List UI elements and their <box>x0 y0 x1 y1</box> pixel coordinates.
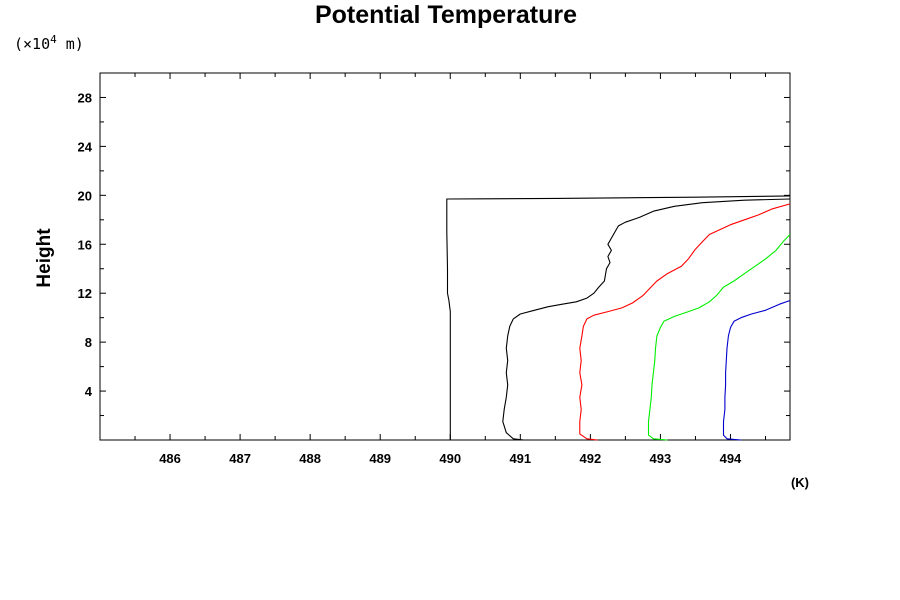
y-tick-label: 12 <box>78 286 92 301</box>
y-tick-label: 16 <box>78 237 92 252</box>
y-tick-label: 20 <box>78 188 92 203</box>
y-tick-label: 28 <box>78 90 92 105</box>
x-tick-label: 487 <box>229 451 251 466</box>
series-line-5 <box>722 299 791 441</box>
y-tick-labels: 4 8 12 16 20 24 28 <box>78 90 93 399</box>
y-tick-label: 8 <box>85 335 92 350</box>
chart-title: Potential Temperature <box>315 1 577 29</box>
x-tick-label: 494 <box>720 451 742 466</box>
x-tick-label: 492 <box>580 451 602 466</box>
y-tick-label: 24 <box>78 139 93 154</box>
series-line-3 <box>579 203 791 441</box>
y-axis-label: Height <box>34 228 55 288</box>
series-line-2 <box>502 198 791 441</box>
plot-frame <box>99 72 791 441</box>
y-unit-label: (×104 m) <box>14 33 84 53</box>
axis-ticks <box>100 73 790 440</box>
x-tick-labels: 486 487 488 489 490 491 492 493 494 <box>159 451 742 466</box>
x-tick-label: 488 <box>299 451 321 466</box>
series-line-4 <box>647 234 791 441</box>
y-unit-exponent: 4 <box>50 33 57 46</box>
x-tick-label: 490 <box>439 451 461 466</box>
x-tick-label: 486 <box>159 451 181 466</box>
y-tick-label: 4 <box>85 384 93 399</box>
x-tick-label: 491 <box>509 451 531 466</box>
series-layer <box>446 195 791 441</box>
y-unit-tail: m) <box>57 35 84 53</box>
x-unit-label: (K) <box>791 475 809 490</box>
x-tick-label: 489 <box>369 451 391 466</box>
x-tick-label: 493 <box>650 451 672 466</box>
y-unit-base: (×10 <box>14 35 50 53</box>
series-line-1 <box>446 195 791 440</box>
